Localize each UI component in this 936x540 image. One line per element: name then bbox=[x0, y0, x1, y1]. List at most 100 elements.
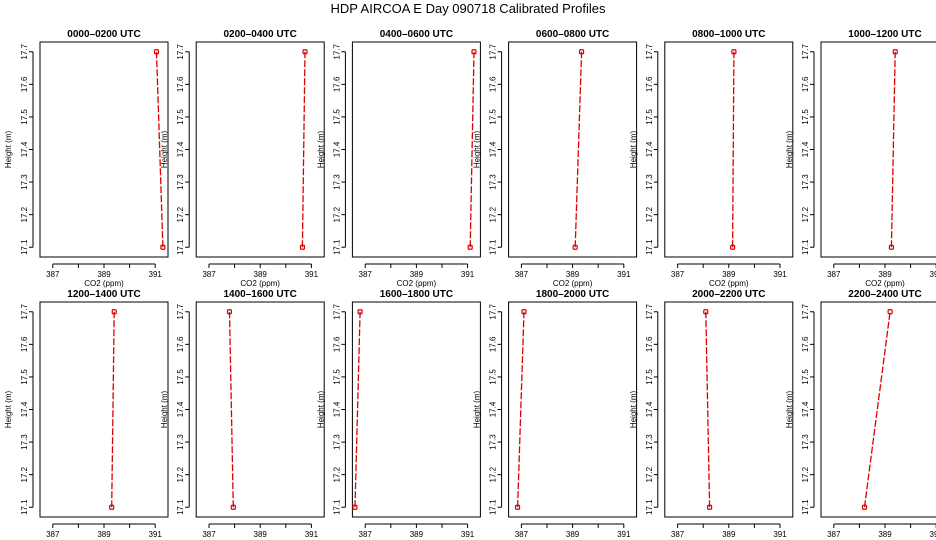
y-tick-label: 17.5 bbox=[645, 109, 654, 125]
y-tick-label: 17.4 bbox=[489, 141, 498, 157]
y-tick-label: 17.3 bbox=[489, 174, 498, 190]
y-tick-label: 17.4 bbox=[20, 141, 29, 157]
y-tick-label: 17.2 bbox=[20, 466, 29, 482]
y-tick-label: 17.7 bbox=[176, 43, 185, 59]
y-tick-label: 17.6 bbox=[801, 76, 810, 92]
y-tick-label: 17.3 bbox=[176, 174, 185, 190]
y-tick-label: 17.7 bbox=[332, 303, 341, 319]
y-tick-label: 17.6 bbox=[176, 76, 185, 92]
x-axis-label: CO2 (ppm) bbox=[84, 279, 124, 288]
profile-point bbox=[299, 244, 306, 250]
profile-line bbox=[863, 311, 891, 508]
x-tick-label: 391 bbox=[461, 270, 475, 279]
panel-title: 1600–1800 UTC bbox=[380, 289, 453, 300]
y-tick-label: 17.4 bbox=[176, 141, 185, 157]
plot-frame bbox=[508, 41, 638, 258]
x-tick-label: 389 bbox=[410, 270, 424, 279]
panel-title: 0600–0800 UTC bbox=[536, 29, 609, 40]
y-tick-label: 17.2 bbox=[176, 466, 185, 482]
panel-title: 1000–1200 UTC bbox=[848, 29, 921, 40]
y-axis-label: Height (m) bbox=[160, 390, 169, 428]
y-axis-label: Height (m) bbox=[316, 390, 325, 428]
x-tick-label: 391 bbox=[305, 530, 319, 539]
y-tick-label: 17.6 bbox=[489, 76, 498, 92]
y-tick-label: 17.4 bbox=[801, 401, 810, 417]
y-tick-label: 17.4 bbox=[176, 401, 185, 417]
profile-line bbox=[516, 311, 525, 508]
y-tick-label: 17.5 bbox=[489, 369, 498, 385]
x-tick-label: 389 bbox=[410, 530, 424, 539]
panel-title: 2000–2200 UTC bbox=[692, 289, 765, 300]
plot-frame bbox=[351, 301, 481, 518]
y-tick-label: 17.3 bbox=[176, 434, 185, 450]
profile-point bbox=[703, 309, 709, 315]
y-tick-label: 17.6 bbox=[645, 76, 654, 92]
x-tick-label: 387 bbox=[46, 530, 60, 539]
y-tick-label: 17.3 bbox=[20, 434, 29, 450]
x-tick-label: 391 bbox=[149, 270, 163, 279]
plot-frame bbox=[195, 301, 325, 518]
y-tick-label: 17.7 bbox=[801, 43, 810, 59]
x-tick-label: 387 bbox=[359, 530, 373, 539]
y-tick-label: 17.1 bbox=[176, 239, 185, 255]
profile-panel: 0800–1000 UTC 387 389 391 CO2 (ppm) 17.1 17.2 1… bbox=[629, 29, 794, 288]
x-tick-label: 387 bbox=[202, 270, 216, 279]
y-tick-label: 17.5 bbox=[645, 369, 654, 385]
y-tick-label: 17.3 bbox=[801, 174, 810, 190]
x-tick-label: 387 bbox=[827, 270, 841, 279]
y-tick-label: 17.7 bbox=[801, 303, 810, 319]
y-tick-label: 17.4 bbox=[645, 401, 654, 417]
profile-line bbox=[301, 51, 306, 248]
y-tick-label: 17.1 bbox=[489, 239, 498, 255]
x-tick-label: 391 bbox=[930, 530, 936, 539]
x-tick-label: 389 bbox=[878, 270, 892, 279]
x-tick-label: 389 bbox=[722, 270, 736, 279]
panel-title: 2200–2400 UTC bbox=[848, 289, 921, 300]
y-tick-label: 17.2 bbox=[489, 466, 498, 482]
y-tick-label: 17.5 bbox=[176, 109, 185, 125]
x-axis-label: CO2 (ppm) bbox=[240, 279, 280, 288]
y-tick-label: 17.2 bbox=[645, 206, 654, 222]
y-axis-label: Height (m) bbox=[785, 390, 794, 428]
profile-panel: 0000–0200 UTC 387 389 391 CO2 (ppm) 17.1 17.2 1… bbox=[4, 29, 169, 288]
profile-panel: 0600–0800 UTC 387 389 391 CO2 (ppm) 17.1 17.2 1… bbox=[473, 29, 638, 288]
x-tick-label: 389 bbox=[566, 530, 580, 539]
y-tick-label: 17.1 bbox=[645, 499, 654, 515]
x-tick-label: 387 bbox=[515, 530, 529, 539]
y-axis-label: Height (m) bbox=[4, 130, 13, 168]
profile-point bbox=[357, 309, 363, 315]
plot-frame bbox=[39, 301, 169, 518]
y-tick-label: 17.7 bbox=[489, 43, 498, 59]
y-axis-label: Height (m) bbox=[629, 390, 638, 428]
y-tick-label: 17.2 bbox=[20, 206, 29, 222]
panel-title: 1200–1400 UTC bbox=[67, 289, 140, 300]
profile-line bbox=[574, 51, 583, 248]
x-axis-label: CO2 (ppm) bbox=[709, 279, 749, 288]
x-tick-label: 391 bbox=[930, 270, 936, 279]
profile-point bbox=[467, 244, 473, 250]
y-tick-label: 17.6 bbox=[20, 76, 29, 92]
x-tick-label: 387 bbox=[827, 530, 841, 539]
x-tick-label: 387 bbox=[671, 530, 685, 539]
x-tick-label: 391 bbox=[773, 270, 787, 279]
y-tick-label: 17.1 bbox=[801, 239, 810, 255]
panel-title: 1400–1600 UTC bbox=[224, 289, 297, 300]
profile-point bbox=[471, 49, 477, 55]
profile-point bbox=[514, 504, 521, 510]
x-axis-label: CO2 (ppm) bbox=[865, 279, 905, 288]
y-axis-label: Height (m) bbox=[473, 130, 482, 168]
y-tick-label: 17.3 bbox=[645, 434, 654, 450]
x-tick-label: 391 bbox=[461, 530, 475, 539]
y-tick-label: 17.4 bbox=[645, 141, 654, 157]
x-tick-label: 391 bbox=[305, 270, 319, 279]
page-title: HDP AIRCOA E Day 090718 Calibrated Profi… bbox=[330, 1, 606, 16]
y-tick-label: 17.5 bbox=[801, 369, 810, 385]
y-tick-label: 17.7 bbox=[645, 303, 654, 319]
profile-point bbox=[160, 244, 166, 250]
plot-frame bbox=[664, 301, 794, 518]
profile-point bbox=[230, 504, 236, 510]
